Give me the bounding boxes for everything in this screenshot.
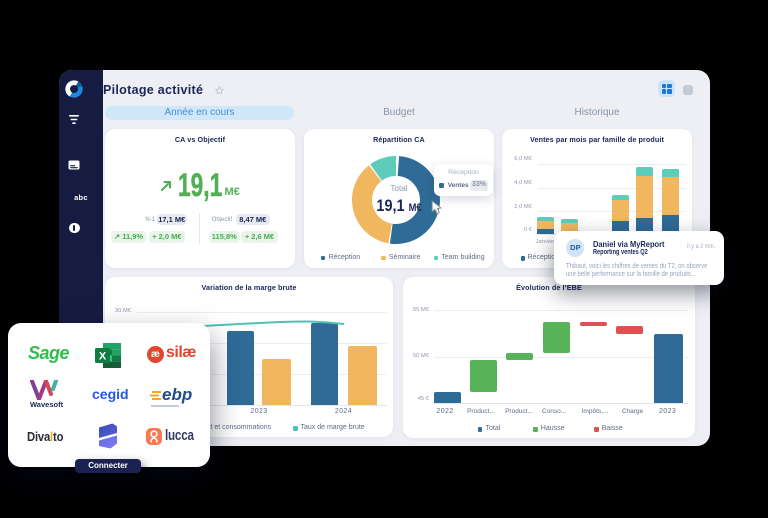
svg-text:X: X	[99, 351, 107, 363]
